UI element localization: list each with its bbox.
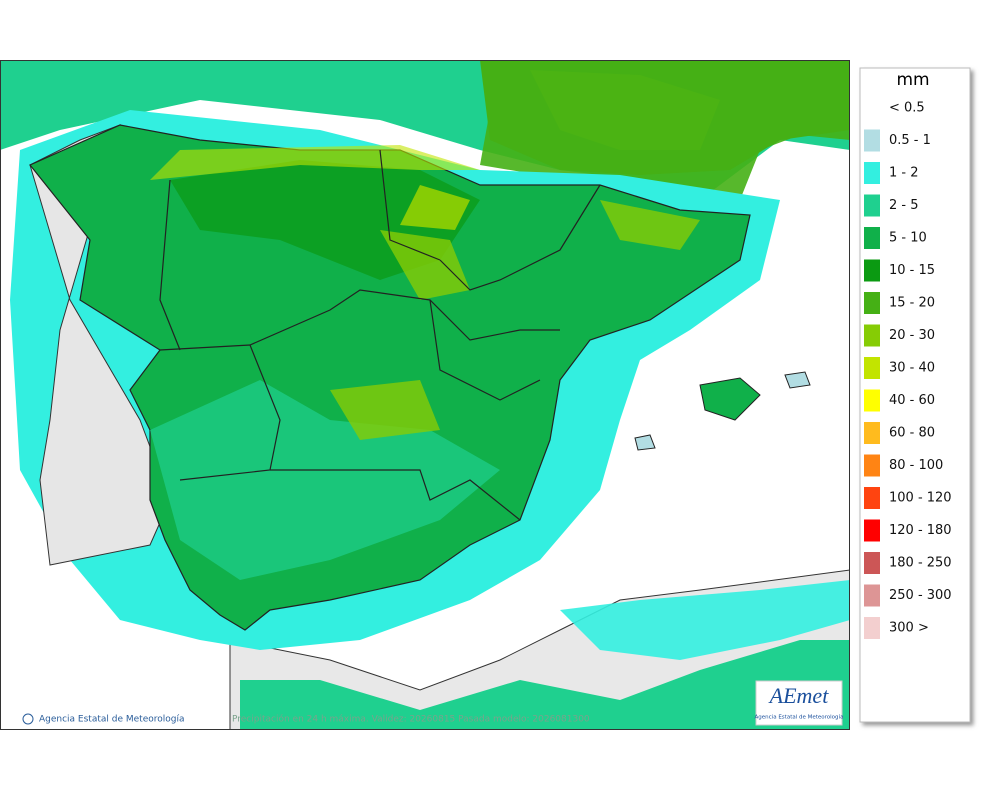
legend-label: 300 > [889,621,929,636]
legend-label: 100 - 120 [889,491,952,506]
caption: Precipitación en 24 h máxima. Validez: 2… [232,714,590,725]
legend-swatch [864,129,880,152]
legend-label: 10 - 15 [889,263,935,278]
logo-name: AEmet [768,683,830,708]
legend-label: 60 - 80 [889,426,935,441]
legend-swatch [864,194,880,217]
legend: mm < 0.5 0.5 - 1 1 - 2 2 - 5 5 - 10 10 - 15 15… [859,67,971,723]
legend-label: 120 - 180 [889,523,952,538]
legend-label: 180 - 250 [889,556,952,571]
legend-swatch [864,357,880,379]
legend-label: 80 - 100 [889,458,943,473]
legend-label: 0.5 - 1 [889,133,931,148]
legend-swatch [864,454,880,477]
legend-swatch [864,519,880,542]
logo-subtitle: Agencia Estatal de Meteorología [755,714,844,721]
logo-box [755,680,843,726]
credit: Agencia Estatal de Meteorología [39,715,185,725]
map [0,60,850,730]
legend-label: 250 - 300 [889,588,952,603]
legend-swatch [864,292,880,314]
copyright-icon [22,713,34,725]
legend-swatch [864,422,880,444]
legend-label: 20 - 30 [889,328,935,343]
legend-label: < 0.5 [889,101,925,116]
legend-label: 30 - 40 [889,361,935,376]
legend-swatch [864,617,880,639]
legend-swatch [864,552,880,574]
legend-swatch [864,162,880,184]
map-frame [0,60,850,730]
legend-label: 40 - 60 [889,393,935,408]
legend-swatch [864,584,880,607]
legend-label: 15 - 20 [889,296,935,311]
legend-swatch [864,487,880,509]
legend-label: 2 - 5 [889,198,919,213]
legend-label: 5 - 10 [889,231,927,246]
legend-swatch [864,389,880,412]
legend-swatch [864,227,880,249]
legend-label: 1 - 2 [889,166,919,181]
legend-title: mm [896,70,929,90]
legend-swatch [864,259,880,282]
legend-swatch [864,324,880,347]
